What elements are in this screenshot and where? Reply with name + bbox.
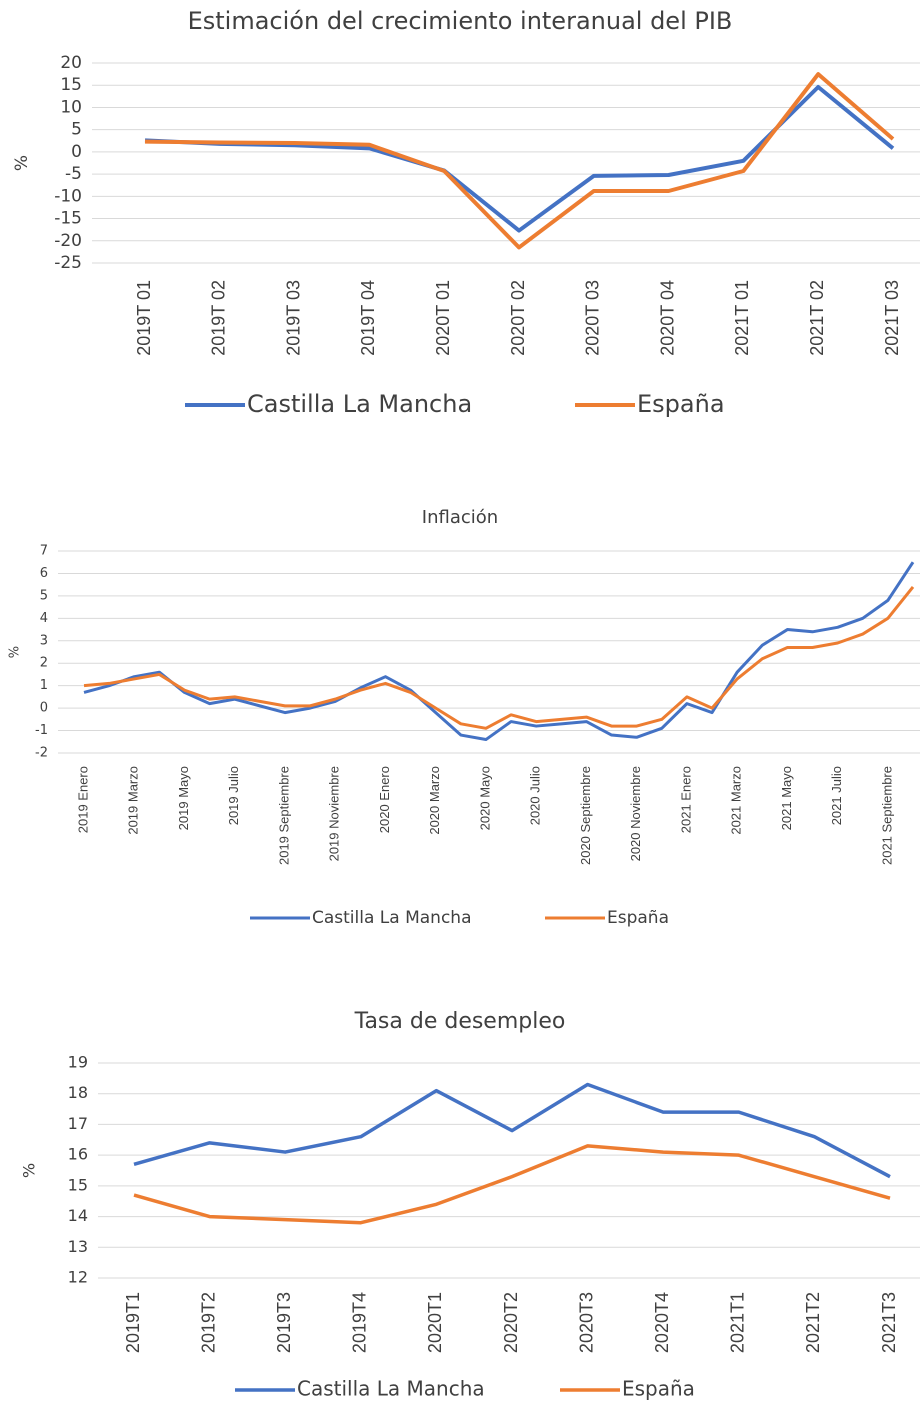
y-tick-label: 16 [68, 1145, 88, 1164]
y-tick-label: -1 [35, 723, 48, 738]
x-tick-label: 2019T 03 [283, 280, 303, 356]
x-tick-label: 2019 Noviembre [327, 766, 342, 861]
series-line [83, 561, 915, 742]
x-tick-label: 2019T 04 [358, 280, 378, 356]
series-line [144, 85, 895, 233]
y-tick-label: 0 [40, 701, 48, 716]
y-tick-label: 14 [68, 1206, 88, 1225]
legend-label: España [607, 908, 669, 928]
x-tick-label: 2021 Enero [678, 766, 693, 833]
x-tick-label: 2020 Enero [377, 766, 392, 833]
x-tick-label: 2019 Enero [75, 766, 90, 833]
x-tick-label: 2020T2 [501, 1292, 521, 1353]
y-tick-label: -15 [54, 209, 82, 229]
y-tick-label: 1 [40, 678, 48, 693]
x-tick-label: 2021T3 [879, 1292, 899, 1353]
y-tick-label: 4 [40, 611, 48, 626]
y-tick-label: 15 [60, 75, 82, 95]
legend-label: España [637, 390, 725, 418]
y-tick-label: 0 [71, 142, 82, 162]
x-tick-label: 2019T1 [123, 1292, 143, 1353]
series-line [83, 585, 915, 730]
chart-title: Inflación [422, 507, 498, 528]
y-tick-label: 13 [68, 1237, 88, 1256]
x-tick-label: 2020T3 [576, 1292, 596, 1353]
chart-title: Tasa de desempleo [354, 1009, 566, 1034]
legend-label: España [622, 1377, 695, 1401]
x-tick-label: 2019 Mayo [176, 766, 191, 830]
y-tick-label: -5 [65, 164, 82, 184]
y-axis-label: % [20, 1163, 39, 1178]
series-line [144, 72, 895, 250]
y-tick-label: 5 [71, 120, 82, 140]
y-axis-label: % [12, 155, 32, 171]
x-tick-label: 2021T1 [728, 1292, 748, 1353]
x-tick-label: 2021 Septiembre [879, 766, 894, 865]
series-line [133, 1082, 891, 1179]
x-tick-label: 2020T 02 [508, 280, 528, 356]
y-tick-label: -10 [54, 186, 82, 206]
legend-label: Castilla La Mancha [247, 390, 472, 418]
x-tick-label: 2020T 04 [657, 280, 677, 356]
y-tick-label: 6 [40, 566, 48, 581]
legend-label: Castilla La Mancha [312, 908, 472, 928]
legend-label: Castilla La Mancha [297, 1377, 485, 1401]
x-tick-label: 2019T 02 [209, 280, 229, 356]
x-tick-label: 2020 Julio [528, 766, 543, 825]
x-tick-label: 2019 Julio [226, 766, 241, 825]
x-tick-label: 2020T 03 [583, 280, 603, 356]
y-tick-label: 2 [40, 656, 48, 671]
x-tick-label: 2020 Septiembre [578, 766, 593, 865]
y-tick-label: 5 [40, 588, 48, 603]
y-tick-label: 19 [68, 1053, 88, 1072]
y-tick-label: 15 [68, 1175, 88, 1194]
series-line [133, 1144, 891, 1225]
y-tick-label: 10 [60, 97, 82, 117]
x-tick-label: 2021T 01 [732, 280, 752, 356]
x-tick-label: 2019 Marzo [126, 766, 141, 835]
x-tick-label: 2020T 01 [433, 280, 453, 356]
y-tick-label: 18 [68, 1083, 88, 1102]
x-tick-label: 2021 Mayo [779, 766, 794, 830]
chart-title: Estimación del crecimiento interanual de… [188, 7, 733, 35]
x-tick-label: 2021T2 [803, 1292, 823, 1353]
x-tick-label: 2021 Julio [829, 766, 844, 825]
y-tick-label: -2 [35, 746, 48, 761]
y-tick-label: 17 [68, 1114, 88, 1133]
y-tick-label: -20 [54, 231, 82, 251]
x-tick-label: 2020 Marzo [427, 766, 442, 835]
y-axis-label: % [8, 646, 23, 658]
y-tick-label: -25 [54, 253, 82, 273]
x-tick-label: 2020T4 [652, 1292, 672, 1353]
x-tick-label: 2021T 03 [882, 280, 902, 356]
x-tick-label: 2020 Mayo [477, 766, 492, 830]
x-tick-label: 2019 Septiembre [276, 766, 291, 865]
y-tick-label: 12 [68, 1268, 88, 1287]
x-tick-label: 2019T2 [198, 1292, 218, 1353]
x-tick-label: 2021T 02 [807, 280, 827, 356]
x-tick-label: 2019T 01 [134, 280, 154, 356]
y-tick-label: 20 [60, 53, 82, 73]
x-tick-label: 2020 Noviembre [628, 766, 643, 861]
x-tick-label: 2021 Marzo [729, 766, 744, 835]
y-tick-label: 7 [40, 544, 48, 559]
x-tick-label: 2019T4 [350, 1292, 370, 1353]
y-tick-label: 3 [40, 633, 48, 648]
x-tick-label: 2020T1 [425, 1292, 445, 1353]
x-tick-label: 2019T3 [274, 1292, 294, 1353]
